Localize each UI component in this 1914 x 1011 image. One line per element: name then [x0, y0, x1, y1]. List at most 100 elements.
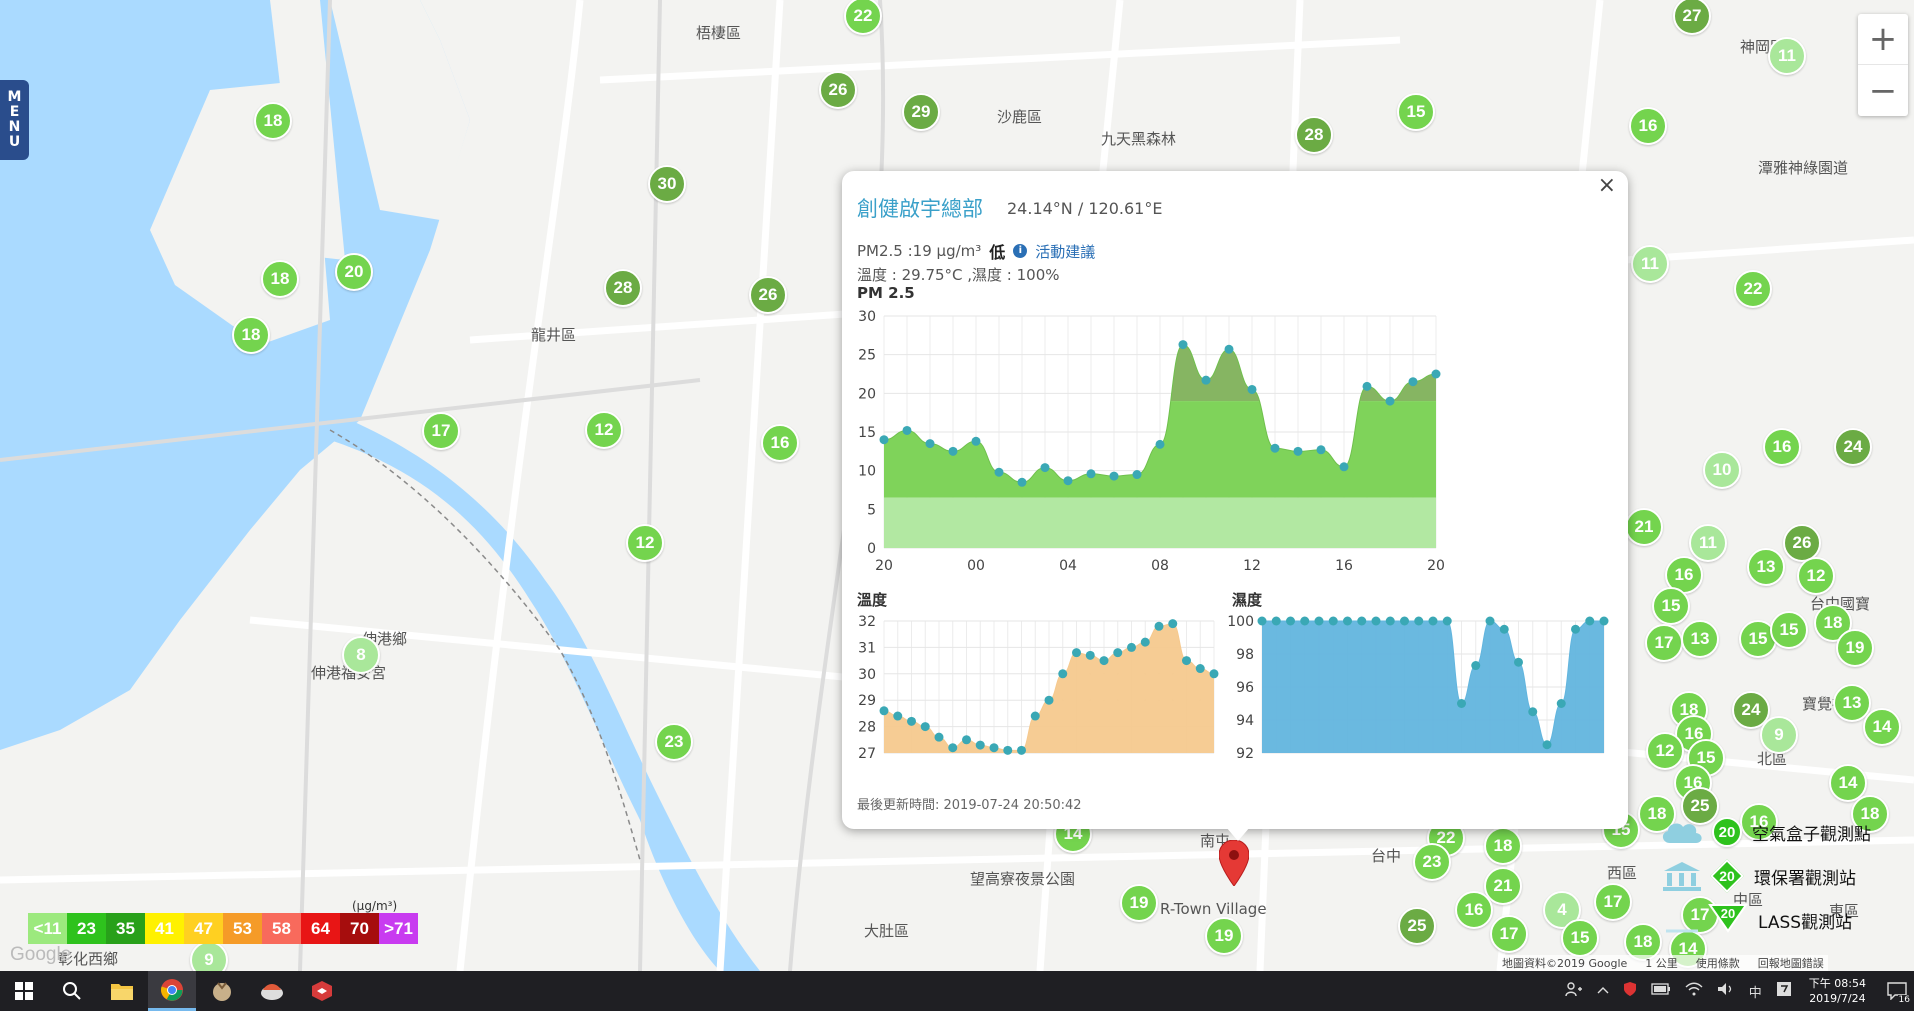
security-icon[interactable] [1623, 981, 1637, 1001]
x-tick-label: 20 [875, 558, 893, 574]
sensor-marker[interactable]: 11 [1689, 524, 1727, 562]
sensor-marker[interactable]: 28 [1295, 116, 1333, 154]
station-popup: × 創健啟宇總部 24.14°N / 120.61°E PM2.5 :19 µg… [842, 171, 1628, 841]
report-error-link[interactable]: 回報地圖錯誤 [1757, 957, 1824, 970]
chrome-icon[interactable] [148, 971, 196, 1011]
sensor-marker[interactable]: 16 [1763, 428, 1801, 466]
sensor-marker[interactable]: 16 [1740, 803, 1778, 841]
sensor-marker[interactable]: 25 [1398, 907, 1436, 945]
ime-mode-icon[interactable] [1776, 981, 1792, 1001]
sensor-marker[interactable]: 17 [1645, 624, 1683, 662]
sensor-marker[interactable]: 18 [232, 316, 270, 354]
sensor-marker[interactable]: 29 [902, 93, 940, 131]
app-icon-3[interactable] [298, 971, 346, 1011]
wifi-icon[interactable] [1685, 982, 1703, 1000]
legend-epa-value: 20 [1719, 868, 1735, 884]
sensor-marker[interactable]: 18 [261, 260, 299, 298]
sensor-marker[interactable]: 15 [1739, 620, 1777, 658]
sensor-marker[interactable]: 15 [1561, 919, 1599, 957]
sensor-marker[interactable]: 26 [1783, 524, 1821, 562]
sensor-marker[interactable]: 26 [749, 276, 787, 314]
sensor-marker[interactable]: 20 [335, 253, 373, 291]
terms-link[interactable]: 使用條款 [1695, 957, 1740, 970]
app-icon-1[interactable] [198, 971, 246, 1011]
sensor-marker[interactable]: 15 [1397, 93, 1435, 131]
sensor-marker[interactable]: 27 [1673, 0, 1711, 35]
zoom-out-button[interactable]: − [1868, 70, 1898, 111]
sensor-marker[interactable]: 24 [1834, 428, 1872, 466]
sensor-marker[interactable]: 18 [254, 102, 292, 140]
sensor-marker[interactable]: 9 [1760, 716, 1798, 754]
sensor-marker[interactable]: 11 [1631, 245, 1669, 283]
location-pin-icon[interactable] [1219, 840, 1249, 886]
sensor-marker[interactable]: 18 [1851, 795, 1889, 833]
chart-point [1030, 711, 1040, 721]
sensor-marker[interactable]: 12 [626, 524, 664, 562]
sensor-marker[interactable]: 13 [1681, 620, 1719, 658]
sensor-marker[interactable]: 22 [1734, 270, 1772, 308]
sensor-marker[interactable]: 12 [1646, 732, 1684, 770]
sensor-marker[interactable]: 16 [1455, 891, 1493, 929]
sensor-marker[interactable]: 26 [819, 71, 857, 109]
chart-point [1099, 656, 1109, 666]
sensor-marker[interactable]: 17 [422, 412, 460, 450]
people-icon[interactable] [1565, 981, 1583, 1001]
chevron-up-icon[interactable] [1597, 984, 1609, 999]
activity-advice-link[interactable]: 活動建議 [1035, 242, 1096, 261]
menu-letter: U [8, 134, 21, 150]
sensor-marker[interactable]: 13 [1833, 684, 1871, 722]
sensor-marker[interactable]: 16 [1629, 107, 1667, 145]
close-icon[interactable]: × [1597, 173, 1616, 198]
sensor-marker[interactable]: 17 [1594, 883, 1632, 921]
sensor-marker[interactable]: 19 [1836, 629, 1874, 667]
sensor-marker[interactable]: 10 [1703, 451, 1741, 489]
info-icon[interactable]: i [1013, 244, 1028, 258]
sensor-marker[interactable]: 18 [1484, 827, 1522, 865]
sensor-marker[interactable]: 23 [1413, 843, 1451, 881]
sensor-marker[interactable]: 12 [585, 411, 623, 449]
sensor-marker[interactable]: 23 [655, 723, 693, 761]
sensor-marker[interactable]: 19 [1120, 884, 1158, 922]
ime-indicator[interactable]: 中 [1748, 985, 1762, 1001]
battery-icon[interactable] [1651, 983, 1671, 999]
sensor-marker[interactable]: 12 [1797, 557, 1835, 595]
sensor-marker[interactable]: 14 [1829, 764, 1867, 802]
sensor-marker[interactable]: 13 [1747, 548, 1785, 586]
chart-point [1109, 471, 1119, 481]
notification-center[interactable]: 16 [1880, 971, 1914, 1011]
chart-point [1286, 616, 1295, 626]
sensor-marker[interactable]: 24 [1732, 691, 1770, 729]
sensor-marker[interactable]: 21 [1484, 867, 1522, 905]
sensor-marker[interactable]: 8 [342, 636, 380, 674]
file-explorer-icon[interactable] [98, 971, 146, 1011]
sensor-marker[interactable]: 30 [648, 165, 686, 203]
sensor-marker[interactable]: 9 [190, 941, 228, 971]
zoom-in-button[interactable]: + [1858, 14, 1908, 65]
sensor-marker[interactable]: 15 [1770, 611, 1808, 649]
menu-tab[interactable]: M E N U [0, 80, 29, 160]
sensor-marker[interactable]: 21 [1625, 508, 1663, 546]
sensor-marker[interactable]: 16 [761, 424, 799, 462]
sensor-marker[interactable]: 25 [1681, 787, 1719, 825]
sensor-marker[interactable]: 11 [1768, 37, 1806, 75]
search-icon[interactable] [48, 971, 96, 1011]
windows-start-icon[interactable] [0, 971, 48, 1011]
sensor-marker[interactable]: 15 [1652, 587, 1690, 625]
sensor-marker[interactable]: 19 [1205, 917, 1243, 955]
sensor-marker[interactable]: 28 [604, 269, 642, 307]
sensor-marker[interactable]: 17 [1490, 915, 1528, 953]
chart-point [975, 740, 985, 750]
sensor-marker[interactable]: 18 [1624, 923, 1662, 961]
legend-airbox[interactable]: 20 空氣盒子觀測點 [1658, 815, 1871, 849]
legend-epa[interactable]: 20 環保署觀測站 [1658, 859, 1856, 893]
last-updated: 最後更新時間: 2019-07-24 20:50:42 [857, 798, 1082, 813]
clock[interactable]: 下午 08:54 2019/7/24 [1809, 976, 1866, 1006]
chart-point [1585, 616, 1595, 626]
legend-lass[interactable]: 20 LASS觀測站 [1658, 903, 1852, 937]
app-icon-2[interactable] [248, 971, 296, 1011]
sensor-marker[interactable]: 22 [844, 0, 882, 35]
sensor-marker[interactable]: 14 [1863, 708, 1901, 746]
menu-letter: E [9, 104, 20, 120]
map[interactable]: 梧棲區 沙鹿區 九天黑森林 龍井區 伸港鄉 伸港福安宮 望高寮夜景公園 大肚區 南屯 台中 西區 北區… [0, 0, 1914, 971]
volume-icon[interactable] [1717, 982, 1735, 1000]
